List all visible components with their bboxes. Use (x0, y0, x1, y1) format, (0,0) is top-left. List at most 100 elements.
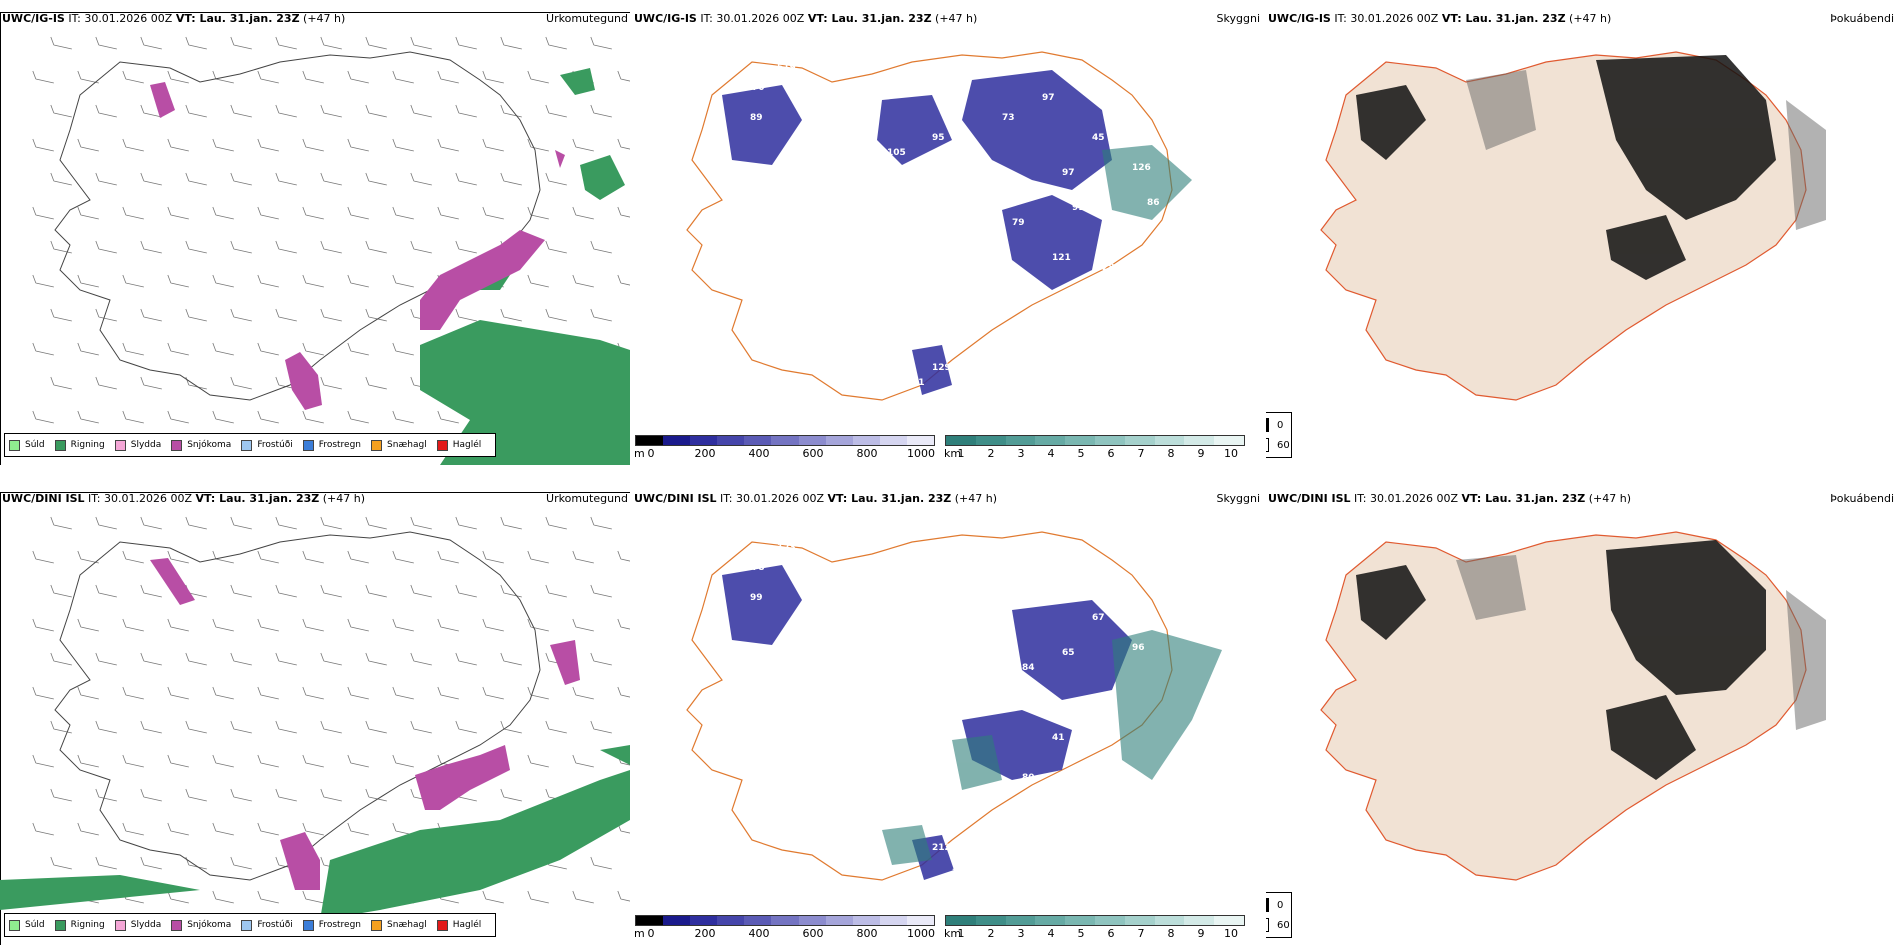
wind-barb (347, 206, 369, 220)
wind-barb (77, 70, 99, 84)
wind-barb (500, 36, 522, 50)
wind-barb (257, 822, 279, 836)
wind-barb (167, 138, 189, 152)
legend-item-rigning: Rigning (54, 919, 105, 931)
cloud-scale-swatch (636, 436, 664, 445)
legend-item-snaehagl: Snæhagl (371, 919, 427, 931)
cloud-scale-swatch (771, 436, 799, 445)
cloud-base-label: 105 (887, 148, 906, 158)
wind-barb (572, 686, 594, 700)
panel-header: UWC/IG-IS IT: 30.01.2026 00Z VT: Lau. 31… (2, 12, 346, 25)
cloud-scale-swatch (906, 916, 935, 925)
wind-barb (275, 652, 297, 666)
wind-barb (230, 308, 252, 322)
wind-barb (32, 550, 54, 564)
cloud-base-label: 69 (1002, 593, 1015, 603)
wind-barb (185, 240, 207, 254)
cloud-scale-swatch (798, 916, 826, 925)
panel-precip-type-row2: UWC/DINI ISL IT: 30.01.2026 00Z VT: Lau.… (0, 480, 630, 945)
wind-barb (320, 584, 342, 598)
panel-header: UWC/DINI ISL IT: 30.01.2026 00Z VT: Lau.… (2, 492, 365, 505)
map-frame (0, 12, 630, 465)
wind-barb (320, 308, 342, 322)
visibility-scale-tick: 1 (957, 447, 965, 460)
wind-barb (140, 584, 162, 598)
visibility-scale-unit: km (944, 927, 962, 940)
cloud-base-scale: m 0 200 400 600 800 1000 (634, 915, 935, 941)
panel-header: UWC/DINI ISL IT: 30.01.2026 00Z VT: Lau.… (1268, 492, 1631, 505)
wind-barb (167, 206, 189, 220)
wind-barb (347, 342, 369, 356)
cloud-base-label: 82 (832, 103, 845, 113)
wind-barb (500, 172, 522, 186)
iceland-precip-map (0, 516, 630, 920)
wind-barb (185, 104, 207, 118)
iceland-visibility-map: 519 89 83 105 95 73 97 112 45 97 84 126 100 121 90 129 8… (686, 51, 1192, 401)
visibility-scale-swatch (975, 436, 1006, 445)
wind-barb (185, 308, 207, 322)
visibility-scale-swatch (946, 916, 976, 925)
wind-barb (50, 652, 72, 666)
cloud-scale-swatch (825, 916, 853, 925)
cloud-base-label: 100 (1102, 223, 1121, 233)
wind-barb (212, 70, 234, 84)
wind-barb (50, 308, 72, 322)
cloud-base-label: 95 (932, 133, 945, 143)
wind-barb (590, 584, 612, 598)
wind-barb (230, 104, 252, 118)
wind-barb (410, 584, 432, 598)
wind-barb (230, 856, 252, 870)
visibility-scale-tick: 8 (1167, 447, 1175, 460)
cloud-base-label: 212 (932, 843, 951, 853)
wind-barb (185, 720, 207, 734)
cloud-scale-swatch (879, 916, 907, 925)
wind-barb (545, 240, 567, 254)
wind-barb (392, 618, 414, 632)
legend-item-frostregn: Frostregn (302, 439, 361, 451)
wind-barb (122, 342, 144, 356)
cloud-base-label: 45 (1092, 133, 1105, 143)
cloud-base-label: 80 (1022, 773, 1035, 783)
wind-barb (365, 104, 387, 118)
wind-barb (275, 240, 297, 254)
visibility-scale-tick: 9 (1197, 447, 1205, 460)
wind-barb (77, 686, 99, 700)
wind-barb (455, 36, 477, 50)
cloud-base-label: 182 (962, 313, 981, 323)
visibility-scale-tick: 1 (957, 927, 965, 940)
panel-header: UWC/DINI ISL IT: 30.01.2026 00Z VT: Lau.… (634, 492, 997, 505)
wind-barb (365, 376, 387, 390)
visibility-scale-swatch (1124, 916, 1155, 925)
wind-barb (95, 584, 117, 598)
cloud-base-label: 84 (1022, 183, 1035, 193)
wind-barb (545, 36, 567, 50)
cloud-base-label: 89 (750, 113, 763, 123)
wind-barb (95, 788, 117, 802)
wind-barb (617, 550, 630, 562)
wind-barb (140, 240, 162, 254)
cloud-scale-tick: 800 (856, 447, 878, 460)
wind-barb (95, 376, 117, 390)
visibility-scale-tick: 2 (987, 447, 995, 460)
wind-barb (392, 754, 414, 768)
visibility-scale-swatch (1094, 916, 1125, 925)
wind-barb (32, 618, 54, 632)
cloud-base-label: 112 (1042, 573, 1061, 583)
wind-barb (140, 308, 162, 322)
wind-barb (482, 550, 504, 564)
cloud-base-label: 79 (1012, 218, 1025, 228)
cloud-scale-tick: 0 (647, 927, 655, 940)
cloud-scale-unit: m (634, 927, 645, 940)
visibility-scale-tick: 2 (987, 927, 995, 940)
wind-barb (140, 376, 162, 390)
field-title: Skyggni (1216, 12, 1260, 25)
wind-barb (455, 172, 477, 186)
wind-barb (230, 36, 252, 50)
wind-barb (302, 686, 324, 700)
wind-barb (482, 890, 504, 904)
wind-barb (140, 788, 162, 802)
wind-barb (212, 754, 234, 768)
wind-barb (572, 618, 594, 632)
panel-visibility-row1: 519 89 83 105 95 73 97 112 45 97 84 126 100 121 90 129 8… (632, 0, 1262, 465)
wind-barb (302, 618, 324, 632)
